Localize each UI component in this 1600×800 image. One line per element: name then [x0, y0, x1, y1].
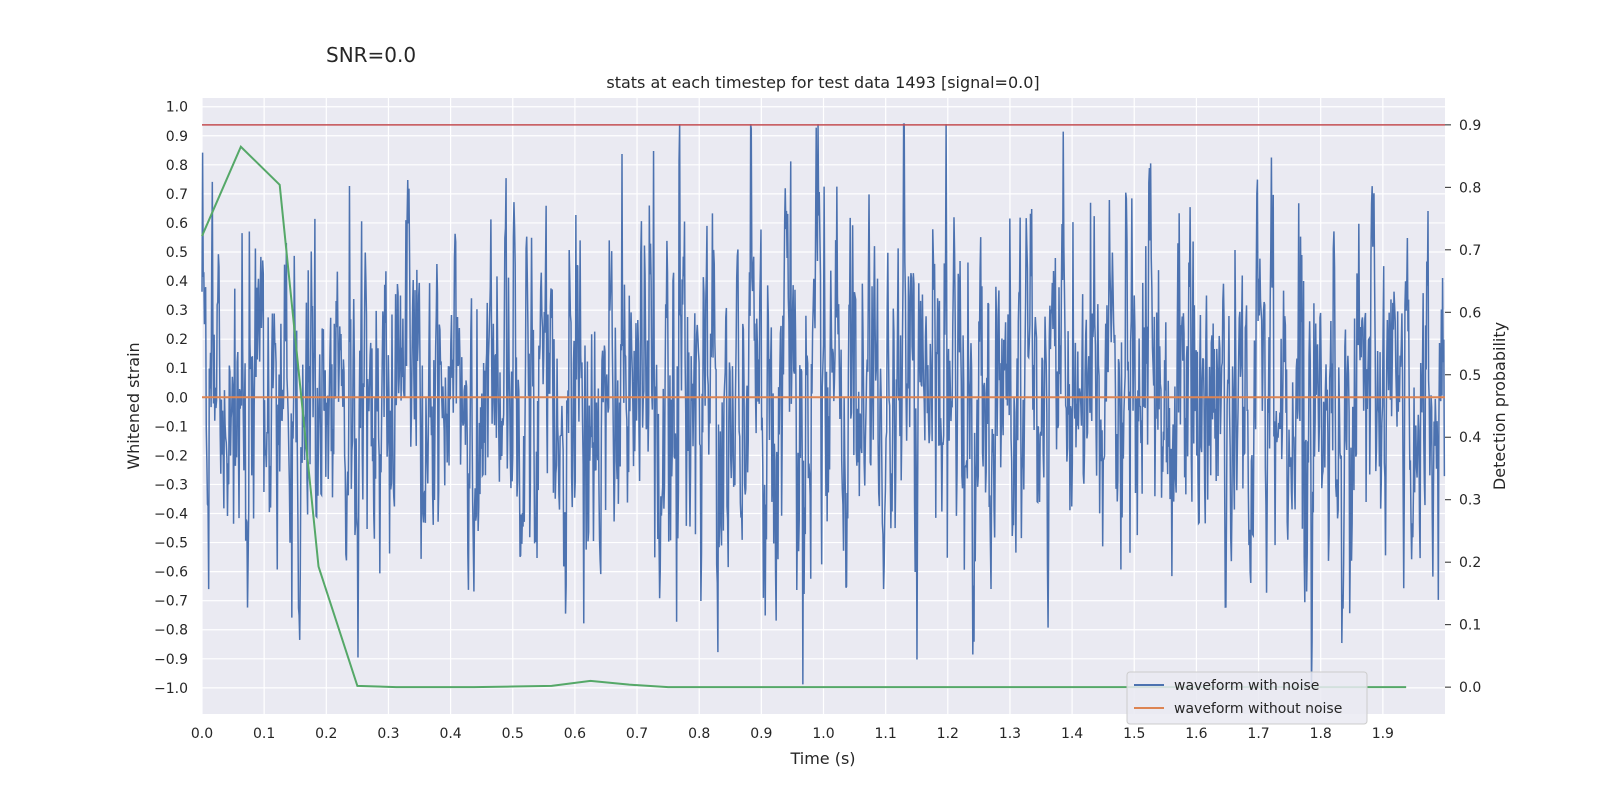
x-tick-5: 0.5 — [502, 726, 524, 742]
x-tick-1: 0.1 — [253, 726, 275, 742]
y-left-tick-10: 0.0 — [166, 390, 188, 406]
y-left-tick-5: 0.5 — [166, 245, 188, 261]
y-right-tick-7: 0.2 — [1459, 555, 1481, 571]
x-axis-ticks: 0.0 0.1 0.2 0.3 0.4 0.5 0.6 0.7 0.8 0.9 1.0 1.1 1.2 1… — [191, 726, 1394, 742]
x-tick-17: 1.7 — [1247, 726, 1269, 742]
y-left-tick-1: 0.9 — [166, 129, 188, 145]
x-tick-15: 1.5 — [1123, 726, 1145, 742]
y-left-tick-14: −0.4 — [154, 507, 188, 523]
y-axis-right-label: Detection probability — [1490, 322, 1509, 490]
y-left-tick-15: −0.5 — [154, 536, 188, 552]
y-left-tick-2: 0.8 — [166, 158, 188, 174]
y-left-tick-7: 0.3 — [166, 303, 188, 319]
y-right-tick-4: 0.5 — [1459, 368, 1481, 384]
y-right-tick-5: 0.4 — [1459, 430, 1481, 446]
x-tick-19: 1.9 — [1372, 726, 1394, 742]
x-tick-6: 0.6 — [564, 726, 586, 742]
y-right-tick-0: 0.9 — [1459, 118, 1481, 134]
y-axis-right-ticks: 0.9 0.8 0.7 0.6 0.5 0.4 0.3 0.2 0.1 0.0 — [1445, 118, 1481, 696]
y-axis-left-ticks: 1.0 0.9 0.8 0.7 0.6 0.5 0.4 0.3 0.2 0.1 0.0 −0.1 −0.… — [154, 100, 188, 697]
x-tick-16: 1.6 — [1185, 726, 1207, 742]
y-left-tick-16: −0.6 — [154, 565, 188, 581]
legend-label-without-noise: waveform without noise — [1174, 701, 1342, 717]
y-left-tick-8: 0.2 — [166, 332, 188, 348]
chart-title: stats at each timestep for test data 149… — [606, 73, 1039, 92]
x-tick-4: 0.4 — [439, 726, 461, 742]
x-axis-label: Time (s) — [789, 749, 855, 768]
y-left-tick-9: 0.1 — [166, 361, 188, 377]
y-right-tick-1: 0.8 — [1459, 180, 1481, 196]
legend-label-with-noise: waveform with noise — [1174, 678, 1319, 694]
y-right-tick-3: 0.6 — [1459, 305, 1481, 321]
x-tick-3: 0.3 — [377, 726, 399, 742]
y-right-tick-6: 0.3 — [1459, 493, 1481, 509]
legend: waveform with noise waveform without noi… — [1126, 671, 1368, 725]
x-tick-11: 1.1 — [875, 726, 897, 742]
series-waveform-with-noise — [201, 123, 1446, 688]
x-tick-0: 0.0 — [191, 726, 213, 742]
suptitle: SNR=0.0 — [326, 43, 416, 67]
y-left-tick-17: −0.7 — [154, 594, 188, 610]
x-tick-7: 0.7 — [626, 726, 648, 742]
x-tick-12: 1.2 — [937, 726, 959, 742]
y-right-tick-2: 0.7 — [1459, 243, 1481, 259]
y-axis-left-label: Whitened strain — [124, 342, 143, 469]
y-left-tick-6: 0.4 — [166, 274, 188, 290]
x-tick-18: 1.8 — [1310, 726, 1332, 742]
y-left-tick-18: −0.8 — [154, 623, 188, 639]
y-left-tick-19: −0.9 — [154, 652, 188, 668]
y-right-tick-8: 0.1 — [1459, 618, 1481, 634]
x-tick-8: 0.8 — [688, 726, 710, 742]
x-tick-2: 0.2 — [315, 726, 337, 742]
y-left-tick-4: 0.6 — [166, 216, 188, 232]
x-tick-14: 1.4 — [1061, 726, 1083, 742]
y-right-tick-9: 0.0 — [1459, 680, 1481, 696]
x-tick-9: 0.9 — [750, 726, 772, 742]
y-left-tick-11: −0.1 — [154, 419, 188, 435]
y-left-tick-3: 0.7 — [166, 187, 188, 203]
y-left-tick-12: −0.2 — [154, 448, 188, 464]
legend-frame — [1126, 671, 1368, 725]
x-tick-13: 1.3 — [999, 726, 1021, 742]
y-left-tick-0: 1.0 — [166, 100, 188, 116]
y-left-tick-13: −0.3 — [154, 477, 188, 493]
x-tick-10: 1.0 — [812, 726, 834, 742]
y-left-tick-20: −1.0 — [154, 681, 188, 697]
